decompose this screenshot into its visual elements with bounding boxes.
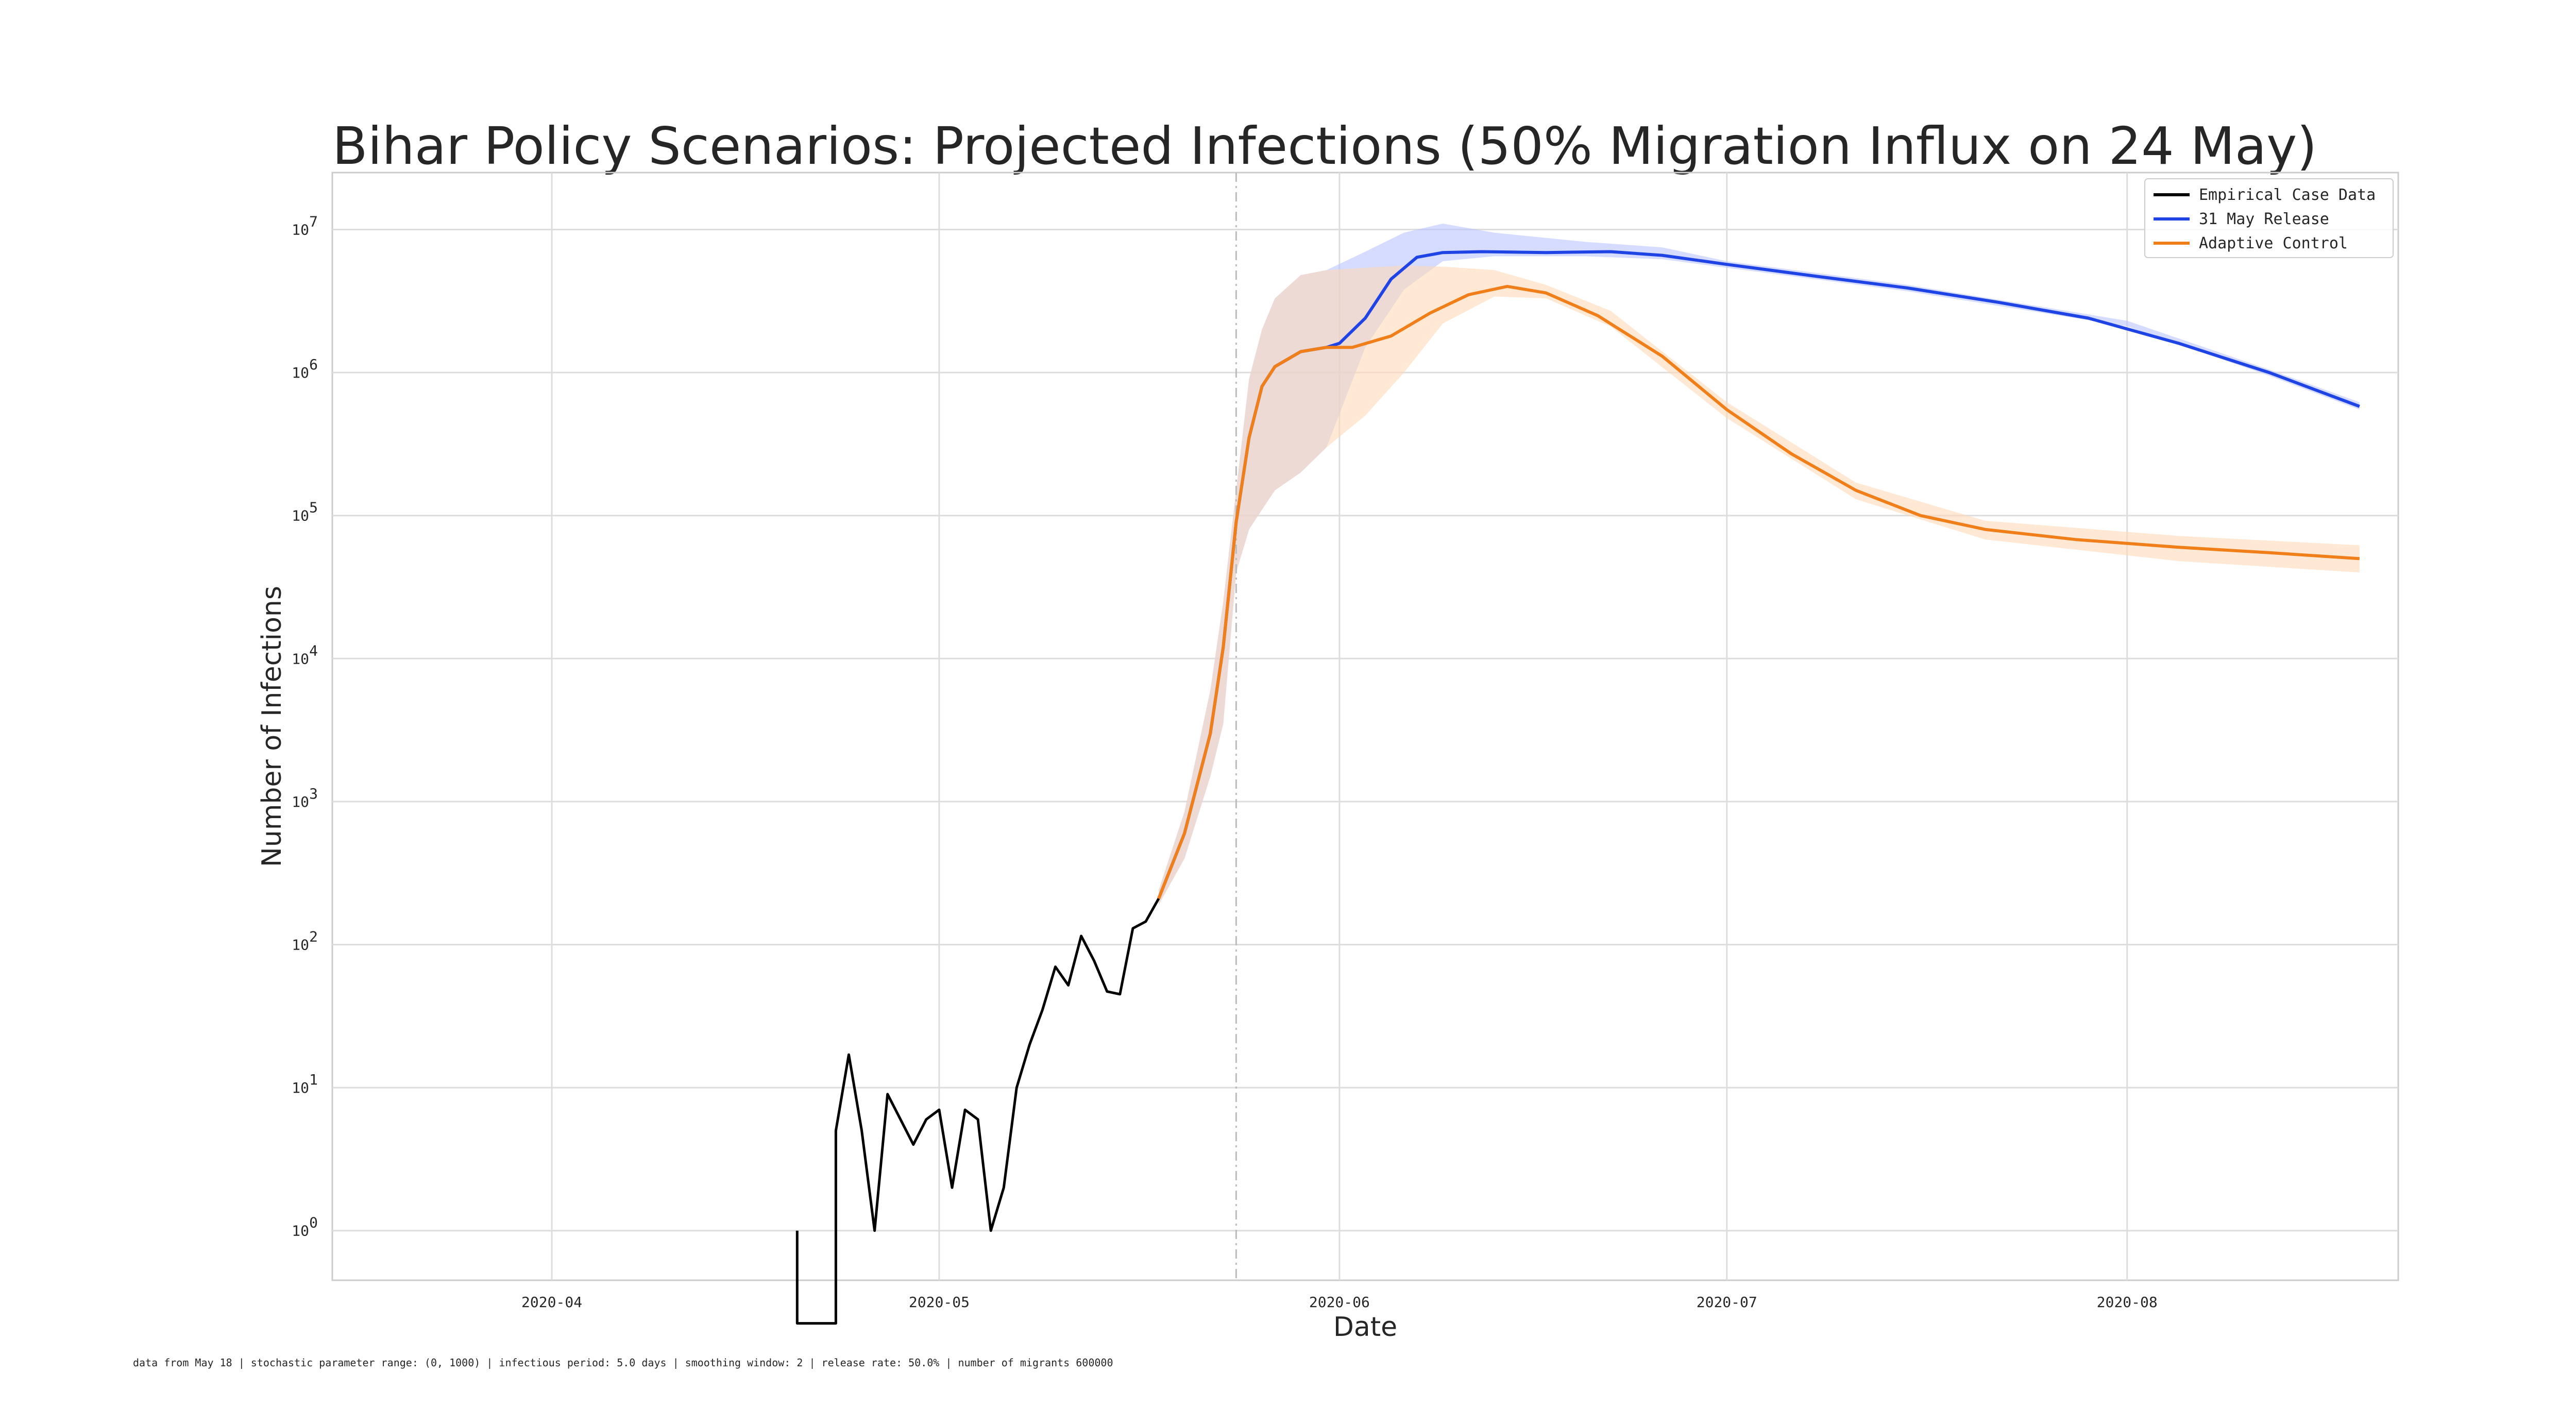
y-tick-label: 10 xyxy=(292,793,309,810)
legend-label: Empirical Case Data xyxy=(2199,186,2376,204)
y-tick-label: 10 xyxy=(292,937,309,954)
legend-label: 31 May Release xyxy=(2199,210,2329,228)
x-tick-label: 2020-04 xyxy=(521,1294,582,1311)
y-tick-label: 10 xyxy=(292,1223,309,1240)
legend: Empirical Case Data 31 May Release Adaptiv… xyxy=(2144,178,2394,258)
legend-label: Adaptive Control xyxy=(2199,234,2348,252)
y-tick-exponent: 2 xyxy=(309,928,318,945)
footnote: data from May 18 | stochastic parameter … xyxy=(133,1357,1113,1369)
y-tick-label: 10 xyxy=(292,221,309,238)
x-tick-label: 2020-07 xyxy=(1697,1294,1757,1311)
chart-title: Bihar Policy Scenarios: Projected Infect… xyxy=(332,116,2317,176)
y-tick-label: 10 xyxy=(292,507,309,524)
y-tick-exponent: 1 xyxy=(309,1071,318,1088)
plot-frame xyxy=(331,172,2399,1281)
line-adaptive-control xyxy=(1157,284,2360,900)
y-tick-label: 10 xyxy=(292,364,309,381)
x-axis-label: Date xyxy=(1333,1312,1397,1343)
y-tick-exponent: 5 xyxy=(309,499,318,516)
legend-box xyxy=(2144,178,2394,258)
y-tick-exponent: 3 xyxy=(309,785,318,802)
x-tick-label: 2020-08 xyxy=(2097,1294,2158,1311)
y-tick-exponent: 6 xyxy=(309,356,318,373)
y-tick-exponent: 4 xyxy=(309,642,318,659)
x-axis-ticks: 2020-04 2020-05 2020-06 2020-07 2020-08 xyxy=(521,1294,2158,1311)
uncertainty-bands xyxy=(1159,223,2360,905)
y-tick-exponent: 0 xyxy=(309,1214,318,1231)
line-empirical-case-data xyxy=(795,897,1160,1325)
band-adaptive-control xyxy=(1159,265,2360,905)
y-tick-label: 10 xyxy=(292,1079,309,1096)
plot-area xyxy=(331,172,2399,1325)
series-lines xyxy=(795,250,2360,1325)
x-tick-label: 2020-06 xyxy=(1309,1294,1370,1311)
y-tick-label: 10 xyxy=(292,650,309,667)
y-tick-exponent: 7 xyxy=(309,213,318,230)
x-tick-label: 2020-05 xyxy=(909,1294,970,1311)
y-axis-label: Number of Infections xyxy=(257,586,287,867)
